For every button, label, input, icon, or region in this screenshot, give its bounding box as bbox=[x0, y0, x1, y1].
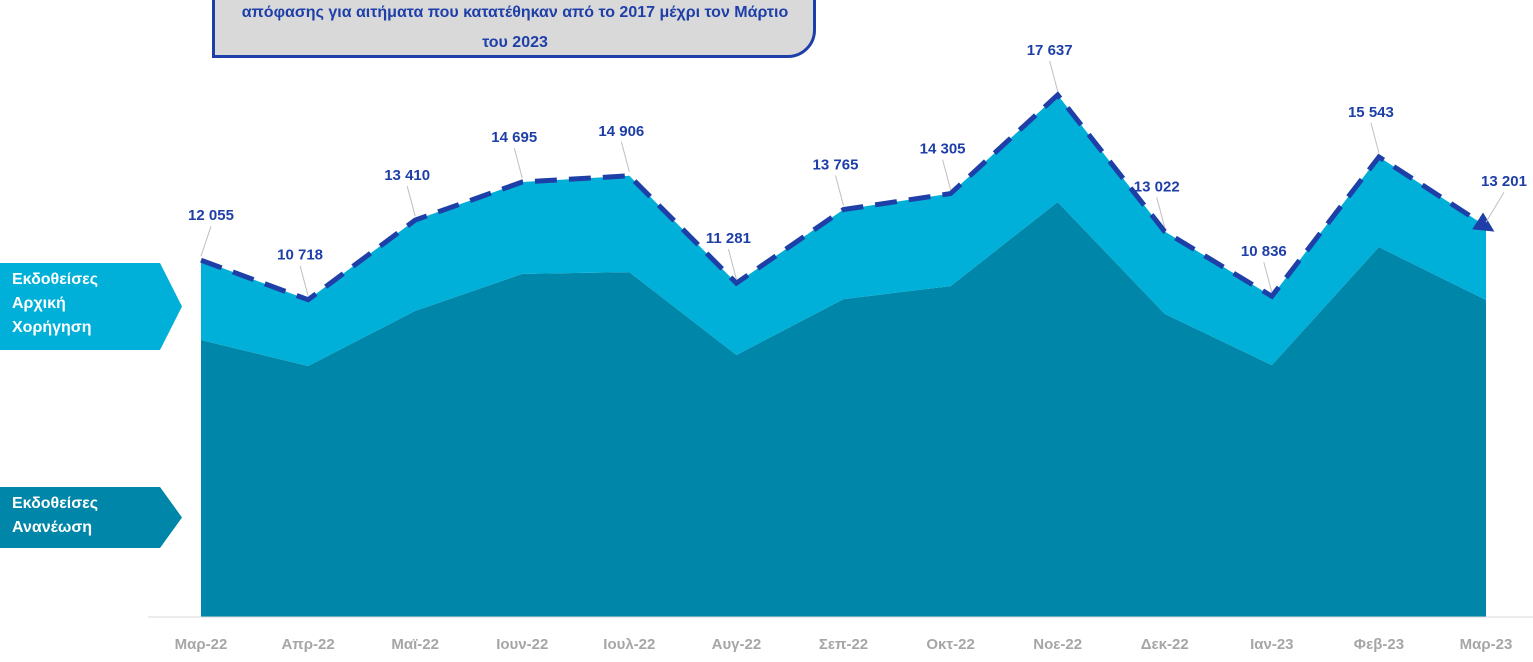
total-line bbox=[200, 91, 1495, 303]
data-label: 13 410 bbox=[384, 167, 430, 184]
data-label: 10 836 bbox=[1241, 243, 1287, 260]
leader-line bbox=[299, 265, 309, 296]
legend-box bbox=[0, 263, 182, 350]
leader-line bbox=[835, 175, 844, 206]
x-tick-label: Μαρ-23 bbox=[1460, 636, 1513, 653]
leader-line bbox=[1049, 60, 1059, 92]
x-tick-label: Νοε-22 bbox=[1033, 636, 1082, 653]
data-label: 13 765 bbox=[813, 157, 859, 174]
data-label: 17 637 bbox=[1027, 42, 1073, 59]
data-label: 14 305 bbox=[920, 141, 966, 158]
data-label: 14 906 bbox=[598, 123, 644, 140]
leader-line bbox=[406, 185, 416, 217]
x-tick-label: Ιουν-22 bbox=[496, 636, 548, 653]
leader-line bbox=[200, 226, 212, 257]
area bbox=[201, 94, 1486, 366]
x-tick-label: Ιαν-23 bbox=[1250, 636, 1293, 653]
x-tick-label: Οκτ-22 bbox=[926, 636, 974, 653]
x-tick-label: Ιουλ-22 bbox=[603, 636, 655, 653]
leader-line bbox=[1370, 122, 1380, 154]
data-label: 15 543 bbox=[1348, 104, 1394, 121]
title-box bbox=[212, 0, 816, 58]
leader-line bbox=[1263, 262, 1273, 293]
data-label: 12 055 bbox=[188, 207, 234, 224]
data-label: 14 695 bbox=[491, 129, 537, 146]
leader-line bbox=[620, 141, 630, 172]
data-label: 10 718 bbox=[277, 247, 323, 264]
leader-line bbox=[1485, 191, 1505, 223]
x-tick-label: Δεκ-22 bbox=[1141, 636, 1189, 653]
x-tick-label: Φεβ-23 bbox=[1354, 636, 1404, 653]
leader-line bbox=[513, 147, 523, 179]
area bbox=[201, 202, 1486, 617]
x-tick-label: Αυγ-22 bbox=[712, 636, 762, 653]
x-tick-label: Μαρ-22 bbox=[175, 636, 228, 653]
data-label: 13 201 bbox=[1481, 173, 1527, 190]
data-label: 13 022 bbox=[1134, 179, 1180, 196]
leader-line bbox=[942, 159, 952, 190]
chart-title: απόφασης για αιτήματα που κατατέθηκαν απ… bbox=[241, 4, 789, 51]
x-tick-label: Απρ-22 bbox=[281, 636, 334, 653]
x-tick-label: Μαϊ-22 bbox=[391, 636, 439, 653]
legend-label: Εκδοθείσες Ανανέωση bbox=[12, 495, 99, 536]
data-label: 11 281 bbox=[706, 230, 751, 247]
x-tick-label: Σεπ-22 bbox=[819, 636, 868, 653]
leader-line bbox=[727, 248, 737, 280]
leader-line bbox=[1156, 197, 1166, 228]
legend-label: Εκδοθείσες Αρχική Χορήγηση bbox=[12, 271, 99, 336]
legend-box bbox=[0, 487, 182, 548]
